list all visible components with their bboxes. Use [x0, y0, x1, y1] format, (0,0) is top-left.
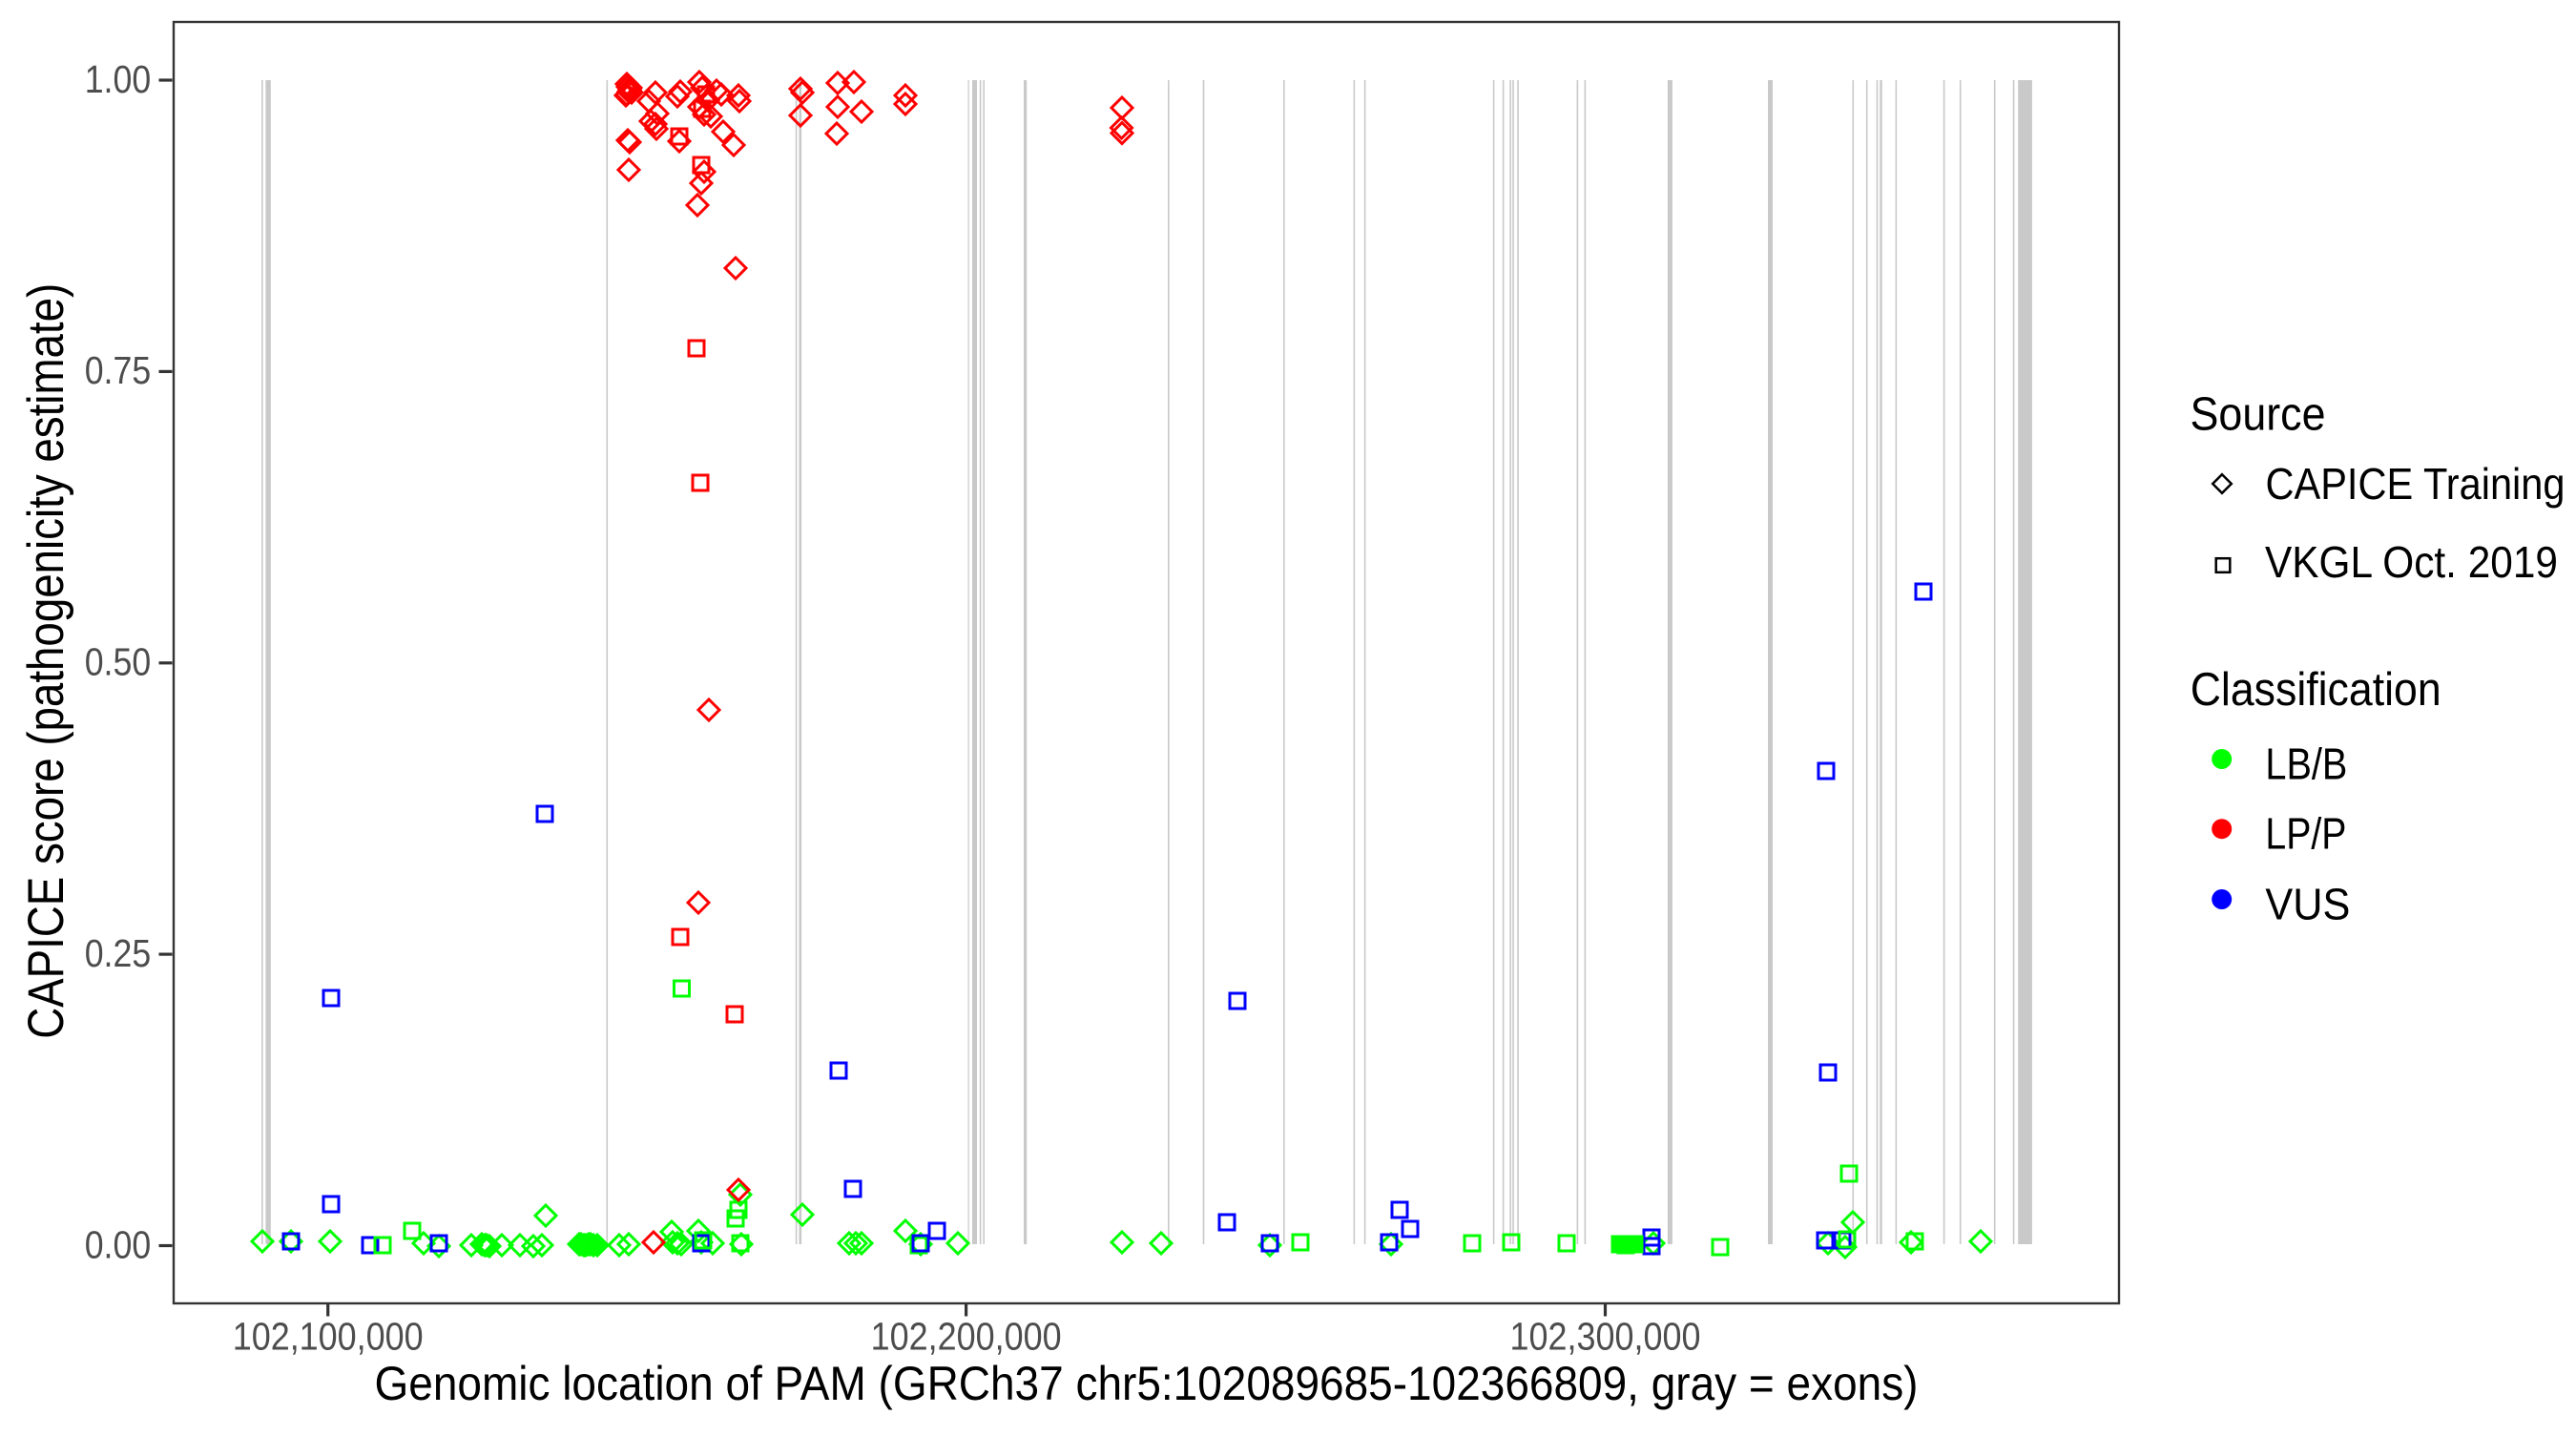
- svg-text:Source: Source: [2191, 389, 2326, 441]
- svg-text:0.00: 0.00: [85, 1222, 152, 1266]
- svg-text:0.50: 0.50: [85, 640, 152, 684]
- svg-text:CAPICE score (pathogenicity es: CAPICE score (pathogenicity estimate): [18, 283, 74, 1039]
- svg-text:Genomic location of PAM (GRCh3: Genomic location of PAM (GRCh37 chr5:102…: [375, 1357, 1919, 1410]
- svg-text:102,200,000: 102,200,000: [871, 1315, 1062, 1359]
- svg-text:VUS: VUS: [2265, 879, 2350, 928]
- svg-text:102,100,000: 102,100,000: [233, 1315, 424, 1359]
- svg-text:LP/P: LP/P: [2265, 809, 2346, 859]
- svg-text:0.25: 0.25: [85, 931, 152, 975]
- svg-text:102,300,000: 102,300,000: [1510, 1315, 1701, 1359]
- svg-text:LB/B: LB/B: [2265, 739, 2347, 788]
- svg-text:1.00: 1.00: [85, 57, 152, 101]
- svg-text:CAPICE Training: CAPICE Training: [2266, 459, 2566, 509]
- svg-text:0.75: 0.75: [85, 348, 152, 392]
- svg-text:Classification: Classification: [2191, 664, 2441, 716]
- svg-text:VKGL Oct. 2019: VKGL Oct. 2019: [2265, 537, 2558, 587]
